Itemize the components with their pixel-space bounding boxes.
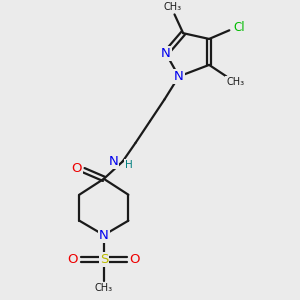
Text: CH₃: CH₃: [226, 77, 244, 87]
Text: N: N: [161, 47, 171, 60]
Text: O: O: [71, 162, 82, 175]
Text: S: S: [100, 253, 108, 266]
Text: O: O: [68, 253, 78, 266]
Text: N: N: [99, 229, 109, 242]
Text: Cl: Cl: [234, 22, 245, 34]
Text: H: H: [125, 160, 133, 170]
Text: O: O: [130, 253, 140, 266]
Text: N: N: [109, 155, 118, 168]
Text: N: N: [174, 70, 184, 83]
Text: CH₃: CH₃: [163, 2, 181, 12]
Text: CH₃: CH₃: [95, 283, 113, 292]
